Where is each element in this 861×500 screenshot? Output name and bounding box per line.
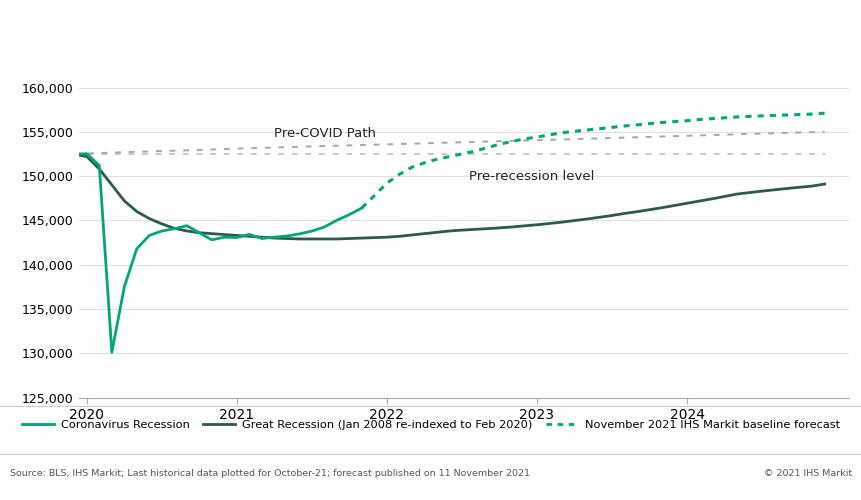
Text: Pre-recession level: Pre-recession level (469, 170, 594, 183)
Text: Source: BLS, IHS Markit; Last historical data plotted for October-21; forecast p: Source: BLS, IHS Markit; Last historical… (10, 469, 530, 478)
Text: Nonfarm employment (thousands): Nonfarm employment (thousands) (10, 51, 347, 69)
Text: © 2021 IHS Markit: © 2021 IHS Markit (763, 469, 851, 478)
Legend: Coronavirus Recession, Great Recession (Jan 2008 re-indexed to Feb 2020), Novemb: Coronavirus Recession, Great Recession (… (17, 416, 844, 434)
Text: Pre-COVID Path: Pre-COVID Path (274, 127, 376, 140)
Text: US employment recovery paths: US employment recovery paths (10, 18, 318, 36)
